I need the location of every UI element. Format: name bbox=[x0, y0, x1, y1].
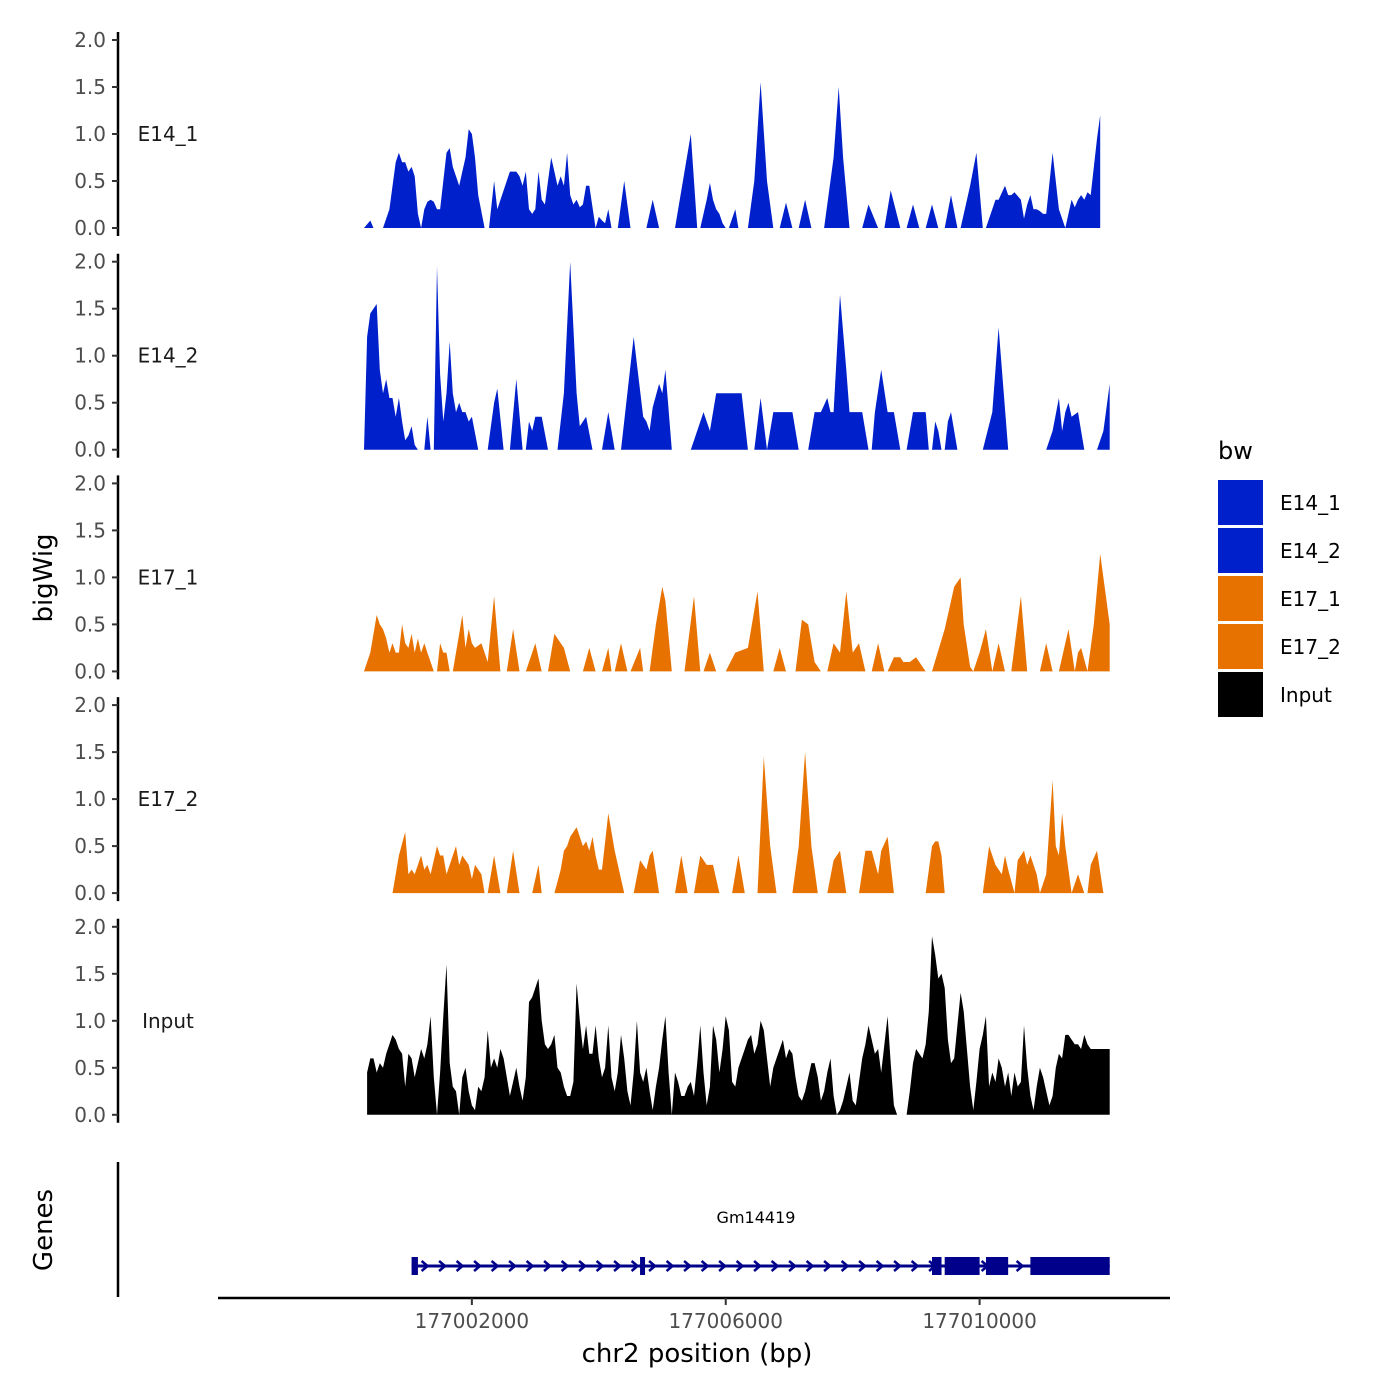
y-tick-label: 1.5 bbox=[74, 297, 106, 321]
y-tick-label: 0.5 bbox=[74, 169, 106, 193]
legend: bw E14_1 E14_2 E17_1 E17_2 Input bbox=[1218, 437, 1341, 717]
strand-arrow bbox=[840, 1260, 850, 1272]
strand-arrow bbox=[578, 1260, 588, 1272]
strand-arrow bbox=[700, 1260, 710, 1272]
strand-arrow bbox=[770, 1260, 780, 1272]
y-tick-label: 0.0 bbox=[74, 881, 106, 905]
track-E14_2: 0.0 0.5 1.0 1.5 2.0 E14_2 bbox=[74, 250, 1110, 462]
y-tick-label: 1.0 bbox=[74, 1009, 106, 1033]
gene-exon bbox=[1030, 1257, 1110, 1275]
y-tick-label: 0.5 bbox=[74, 834, 106, 858]
x-axis-title: chr2 position (bp) bbox=[582, 1339, 813, 1369]
legend-key-E14_2 bbox=[1218, 528, 1263, 573]
y-tick-label: 1.0 bbox=[74, 565, 106, 589]
x-tick-label: 177002000 bbox=[415, 1309, 530, 1333]
strand-arrow bbox=[543, 1260, 553, 1272]
track-area-E17_1 bbox=[364, 553, 1110, 672]
strand-arrow bbox=[753, 1260, 763, 1272]
track-area-E14_2 bbox=[364, 261, 1110, 450]
legend-key-E17_1 bbox=[1218, 576, 1263, 621]
legend-label: Input bbox=[1280, 683, 1332, 707]
legend-title: bw bbox=[1218, 437, 1253, 465]
y-tick-label: 1.5 bbox=[74, 518, 106, 542]
y-tick-label: 0.5 bbox=[74, 612, 106, 636]
legend-key-E14_1 bbox=[1218, 480, 1263, 525]
strand-arrow bbox=[805, 1260, 815, 1272]
genes-panel: Gm14419 bbox=[116, 1162, 1110, 1297]
strand-arrow bbox=[560, 1260, 570, 1272]
y-axis-title: bigWig bbox=[29, 533, 59, 622]
y-tick-label: 1.5 bbox=[74, 740, 106, 764]
gene-exon bbox=[640, 1257, 646, 1275]
strand-arrow bbox=[875, 1260, 885, 1272]
y-tick-label: 2.0 bbox=[74, 693, 106, 717]
gene-exon bbox=[944, 1257, 980, 1275]
strand-arrow bbox=[1015, 1260, 1025, 1272]
strand-arrow bbox=[455, 1260, 465, 1272]
gene-exon bbox=[411, 1257, 418, 1275]
strand-arrow bbox=[525, 1260, 535, 1272]
gene-exon bbox=[985, 1257, 1009, 1275]
strand-arrow bbox=[490, 1260, 500, 1272]
genes-panel-title: Genes bbox=[29, 1189, 59, 1271]
strand-arrow bbox=[648, 1260, 658, 1272]
y-tick-label: 0.0 bbox=[74, 438, 106, 462]
track-label: E14_1 bbox=[138, 122, 199, 146]
legend-key-Input bbox=[1218, 672, 1263, 717]
y-tick-label: 0.0 bbox=[74, 216, 106, 240]
y-tick-label: 2.0 bbox=[74, 28, 106, 52]
track-area-E17_2 bbox=[392, 752, 1110, 894]
strand-arrow bbox=[473, 1260, 483, 1272]
track-label: E17_1 bbox=[138, 565, 199, 589]
track-E17_2: 0.0 0.5 1.0 1.5 2.0 E17_2 bbox=[74, 693, 1110, 905]
gene-name-label: Gm14419 bbox=[717, 1208, 796, 1227]
strand-arrow bbox=[630, 1260, 640, 1272]
strand-arrow bbox=[893, 1260, 903, 1272]
legend-label: E14_1 bbox=[1280, 491, 1341, 515]
track-label: E17_2 bbox=[138, 787, 199, 811]
strand-arrow bbox=[438, 1260, 448, 1272]
y-tick-label: 0.5 bbox=[74, 391, 106, 415]
y-tick-label: 1.0 bbox=[74, 787, 106, 811]
strand-arrow bbox=[910, 1260, 920, 1272]
track-E17_1: 0.0 0.5 1.0 1.5 2.0 E17_1 bbox=[74, 471, 1110, 683]
gene-exon bbox=[932, 1257, 942, 1275]
legend-label: E14_2 bbox=[1280, 539, 1341, 563]
strand-arrow bbox=[665, 1260, 675, 1272]
y-tick-label: 1.5 bbox=[74, 75, 106, 99]
legend-label: E17_1 bbox=[1280, 587, 1341, 611]
legend-key-E17_2 bbox=[1218, 624, 1263, 669]
strand-arrow bbox=[788, 1260, 798, 1272]
strand-arrow bbox=[858, 1260, 868, 1272]
strand-arrow bbox=[508, 1260, 518, 1272]
track-area-E14_1 bbox=[364, 82, 1101, 228]
strand-arrow bbox=[595, 1260, 605, 1272]
strand-arrow bbox=[735, 1260, 745, 1272]
x-axis: 177002000 177006000 177010000 bbox=[218, 1296, 1170, 1333]
track-label: Input bbox=[142, 1009, 194, 1033]
y-tick-label: 2.0 bbox=[74, 250, 106, 274]
strand-arrow bbox=[613, 1260, 623, 1272]
track-area-Input bbox=[367, 936, 1110, 1115]
x-tick-label: 177006000 bbox=[668, 1309, 783, 1333]
y-tick-label: 0.0 bbox=[74, 1103, 106, 1127]
y-tick-label: 1.0 bbox=[74, 122, 106, 146]
strand-arrow bbox=[420, 1260, 430, 1272]
track-panels: 0.0 0.5 1.0 1.5 2.0 E14_1 0.0 0.5 1.0 1.5 2.0 E14_2… bbox=[74, 28, 1110, 1127]
y-tick-label: 2.0 bbox=[74, 471, 106, 495]
y-tick-label: 0.5 bbox=[74, 1056, 106, 1080]
track-E14_1: 0.0 0.5 1.0 1.5 2.0 E14_1 bbox=[74, 28, 1101, 240]
track-label: E14_2 bbox=[138, 344, 199, 368]
track-Input: 0.0 0.5 1.0 1.5 2.0 Input bbox=[74, 915, 1110, 1127]
strand-arrow bbox=[683, 1260, 693, 1272]
y-tick-label: 1.5 bbox=[74, 962, 106, 986]
x-tick-label: 177010000 bbox=[922, 1309, 1037, 1333]
strand-arrow bbox=[718, 1260, 728, 1272]
y-tick-label: 0.0 bbox=[74, 659, 106, 683]
legend-label: E17_2 bbox=[1280, 635, 1341, 659]
y-tick-label: 1.0 bbox=[74, 344, 106, 368]
y-tick-label: 2.0 bbox=[74, 915, 106, 939]
strand-arrow bbox=[823, 1260, 833, 1272]
